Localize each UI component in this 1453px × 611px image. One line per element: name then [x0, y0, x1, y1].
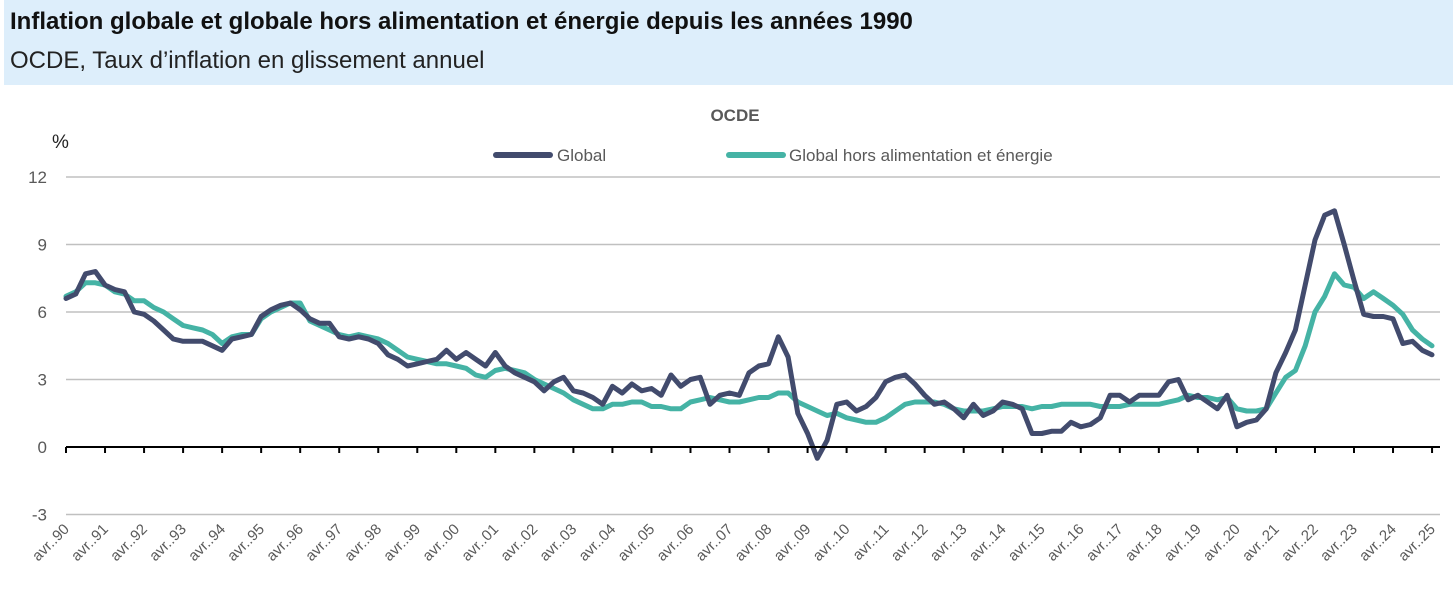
x-tick-label: avr..09 [771, 521, 815, 565]
x-tick-label: avr..18 [1122, 521, 1166, 565]
legend: Global Global hors alimentation et énerg… [493, 146, 1053, 165]
x-tick-label: avr..98 [341, 521, 385, 565]
x-tick-label: avr..92 [107, 521, 151, 565]
y-axis-label: % [52, 132, 69, 153]
x-tick-label: avr..08 [732, 521, 776, 565]
y-tick-label: 3 [38, 371, 47, 390]
y-tick-label: 6 [38, 303, 47, 322]
chart-title: OCDE [710, 106, 759, 125]
x-tick-label: avr..25 [1395, 521, 1439, 565]
x-tick-label: avr..05 [614, 521, 658, 565]
x-tick-label: avr..94 [185, 521, 229, 565]
x-tick-label: avr..96 [263, 521, 307, 565]
series-line-global [63, 208, 1435, 461]
y-tick-label: 0 [38, 438, 47, 457]
x-tick-label: avr..00 [419, 521, 463, 565]
x-tick-label: avr..91 [68, 521, 112, 565]
header-band: Inflation globale et globale hors alimen… [4, 0, 1453, 85]
x-tick-label: avr..19 [1161, 521, 1205, 565]
x-tick-label: avr..01 [458, 521, 502, 565]
y-tick-label: 9 [38, 236, 47, 255]
x-tick-label: avr..07 [692, 521, 736, 565]
x-tick-label: avr..17 [1083, 521, 1127, 565]
x-tick-label: avr..14 [966, 521, 1010, 565]
x-tick-label: avr..13 [927, 521, 971, 565]
x-tick-label: avr..16 [1044, 521, 1088, 565]
x-tick-label: avr..90 [29, 521, 73, 565]
page-subtitle: OCDE, Taux d’inflation en glissement ann… [10, 47, 485, 74]
x-tick-label: avr..15 [1005, 521, 1049, 565]
x-tick-label: avr..10 [810, 521, 854, 565]
x-tick-label: avr..03 [536, 521, 580, 565]
x-tick-label: avr..12 [888, 521, 932, 565]
x-tick-label: avr..97 [302, 521, 346, 565]
x-tick-label: avr..06 [653, 521, 697, 565]
legend-label-core: Global hors alimentation et énergie [789, 146, 1053, 165]
x-tick-label: avr..02 [497, 521, 541, 565]
x-tick-label: avr..95 [224, 521, 268, 565]
y-tick-label: 12 [28, 168, 47, 187]
x-tick-label: avr..22 [1278, 521, 1322, 565]
x-tick-label: avr..04 [575, 521, 619, 565]
x-tick-label: avr..99 [380, 521, 424, 565]
x-tick-label: avr..93 [146, 521, 190, 565]
x-tick-label: avr..24 [1356, 521, 1400, 565]
x-tick-label: avr..21 [1239, 521, 1283, 565]
x-tick-label: avr..23 [1317, 521, 1361, 565]
page-title: Inflation globale et globale hors alimen… [10, 8, 913, 35]
x-tick-label: avr..11 [849, 521, 892, 564]
legend-label-global: Global [557, 146, 606, 165]
x-tick-label: avr..20 [1200, 521, 1244, 565]
y-tick-label: -3 [32, 506, 47, 525]
